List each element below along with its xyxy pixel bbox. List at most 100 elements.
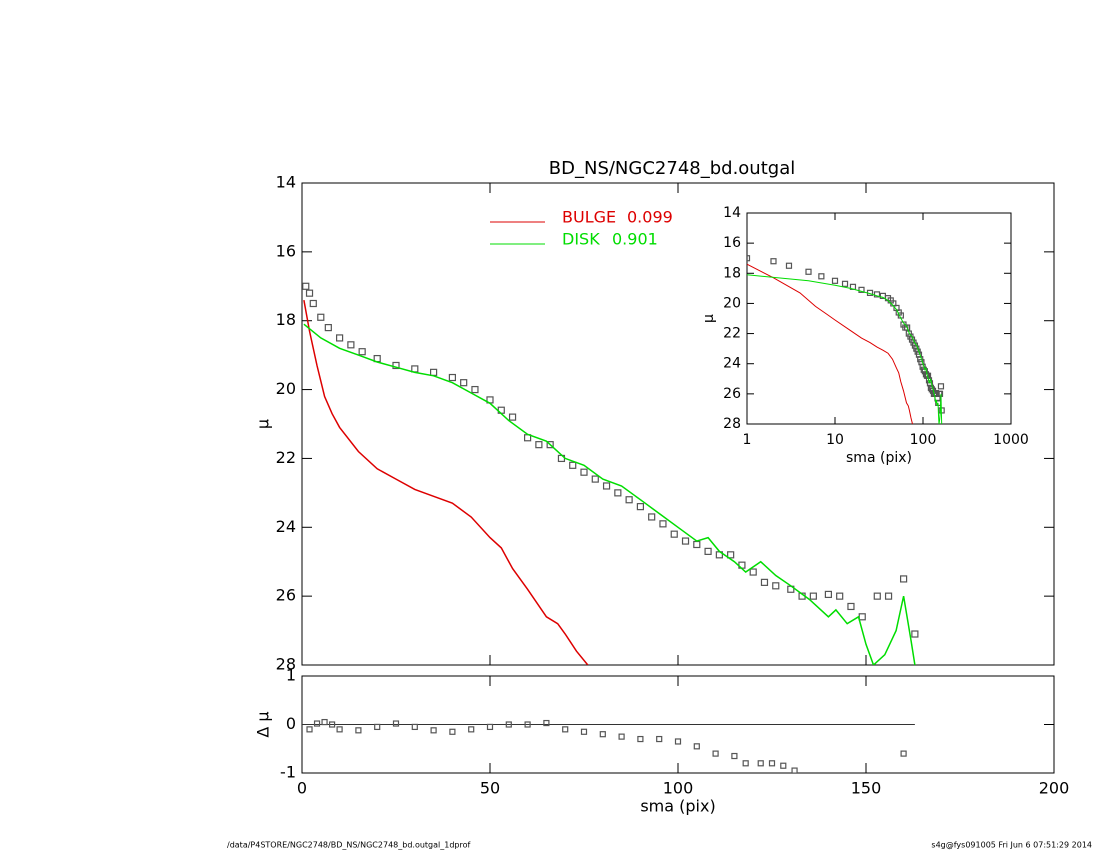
data-point bbox=[727, 551, 735, 559]
y-tick-label: 18 bbox=[276, 310, 296, 329]
y-tick-label: 28 bbox=[276, 655, 296, 674]
y-tick-label: 18 bbox=[723, 265, 741, 281]
y-tick-label: 28 bbox=[723, 416, 741, 432]
y-tick-label: 1 bbox=[286, 666, 296, 685]
data-point bbox=[760, 578, 769, 586]
data-point bbox=[847, 602, 855, 611]
profile-line bbox=[747, 274, 943, 424]
data-point bbox=[731, 752, 738, 760]
data-point bbox=[693, 743, 700, 750]
data-point bbox=[805, 268, 812, 275]
plot-area bbox=[747, 255, 945, 424]
data-point bbox=[936, 390, 944, 397]
y-tick-label: 20 bbox=[723, 295, 741, 311]
data-point bbox=[535, 441, 543, 449]
data-point bbox=[317, 313, 325, 321]
data-point bbox=[858, 613, 866, 621]
data-point bbox=[831, 277, 839, 284]
data-point bbox=[749, 568, 757, 576]
legend-fraction: 0.099 bbox=[627, 208, 673, 227]
y-tick-label: 26 bbox=[276, 586, 296, 605]
data-point bbox=[336, 726, 343, 733]
data-point bbox=[313, 720, 321, 727]
data-point bbox=[460, 379, 468, 387]
y-tick-label: -1 bbox=[280, 763, 296, 782]
data-point bbox=[546, 441, 554, 449]
data-point bbox=[392, 361, 400, 370]
y-tick-label: 0 bbox=[286, 714, 296, 733]
data-point bbox=[430, 727, 437, 734]
data-point bbox=[674, 738, 682, 745]
x-tick-label: 100 bbox=[910, 432, 937, 448]
data-point bbox=[347, 341, 355, 349]
data-point bbox=[747, 255, 751, 262]
data-point bbox=[614, 489, 622, 497]
y-tick-label: 24 bbox=[276, 517, 296, 536]
data-point bbox=[824, 590, 833, 599]
data-point bbox=[355, 727, 362, 734]
x-tick-label: 10 bbox=[826, 432, 844, 448]
data-point bbox=[818, 273, 825, 280]
data-point bbox=[324, 324, 332, 332]
data-point bbox=[562, 726, 569, 733]
y-tick-label: 14 bbox=[276, 173, 296, 192]
data-point bbox=[884, 592, 893, 600]
footer-right: s4g@fys091005 Fri Jun 6 07:51:29 2014 bbox=[931, 841, 1092, 850]
data-point bbox=[681, 537, 690, 545]
data-point bbox=[486, 723, 494, 731]
data-point bbox=[468, 726, 475, 733]
data-point bbox=[625, 496, 633, 504]
data-point bbox=[580, 728, 588, 735]
x-tick-label: 100 bbox=[663, 779, 694, 798]
data-point bbox=[309, 299, 317, 308]
profile-line bbox=[303, 299, 589, 665]
x-tick-label: 0 bbox=[297, 779, 307, 798]
data-point bbox=[505, 721, 512, 728]
data-point bbox=[411, 365, 419, 373]
data-point bbox=[742, 760, 749, 767]
legend-label: BULGE bbox=[562, 208, 616, 227]
data-point bbox=[580, 468, 588, 476]
y-tick-label: 16 bbox=[276, 241, 296, 260]
data-point bbox=[306, 726, 313, 733]
data-point bbox=[780, 762, 787, 769]
data-point bbox=[712, 750, 719, 757]
data-point bbox=[873, 592, 881, 600]
data-point bbox=[904, 324, 911, 331]
x-tick-label: 1 bbox=[743, 432, 752, 448]
data-point bbox=[858, 286, 865, 293]
data-point bbox=[591, 475, 599, 483]
data-point bbox=[770, 258, 777, 265]
x-tick-label: 200 bbox=[1039, 779, 1070, 798]
y-tick-label: 16 bbox=[723, 235, 741, 251]
data-point bbox=[704, 547, 712, 555]
data-point bbox=[602, 482, 611, 490]
data-point bbox=[836, 592, 844, 600]
x-axis-label: sma (pix) bbox=[846, 450, 912, 466]
data-point bbox=[471, 385, 479, 394]
data-point bbox=[900, 750, 907, 757]
data-point bbox=[636, 503, 645, 511]
y-tick-label: 26 bbox=[723, 386, 741, 402]
x-axis-label: sma (pix) bbox=[640, 797, 715, 816]
data-point bbox=[524, 721, 531, 728]
data-point bbox=[648, 513, 656, 521]
data-point bbox=[336, 334, 344, 342]
data-point bbox=[873, 291, 881, 298]
data-point bbox=[618, 733, 625, 740]
data-point bbox=[374, 723, 381, 731]
data-point bbox=[448, 373, 456, 382]
data-point bbox=[768, 760, 776, 767]
y-tick-label: 24 bbox=[723, 356, 741, 372]
chart-title: BD_NS/NGC2748_bd.outgal bbox=[549, 158, 795, 179]
footer-left: /data/P4STORE/NGC2748/BD_NS/NGC2748_bd.o… bbox=[227, 841, 471, 850]
data-point bbox=[449, 728, 456, 735]
data-point bbox=[670, 530, 678, 538]
data-point bbox=[328, 721, 336, 728]
x-tick-label: 1000 bbox=[993, 432, 1029, 448]
data-point bbox=[599, 731, 606, 738]
data-point bbox=[305, 289, 314, 297]
data-point bbox=[772, 582, 780, 590]
y-axis-label: μ bbox=[254, 419, 273, 429]
